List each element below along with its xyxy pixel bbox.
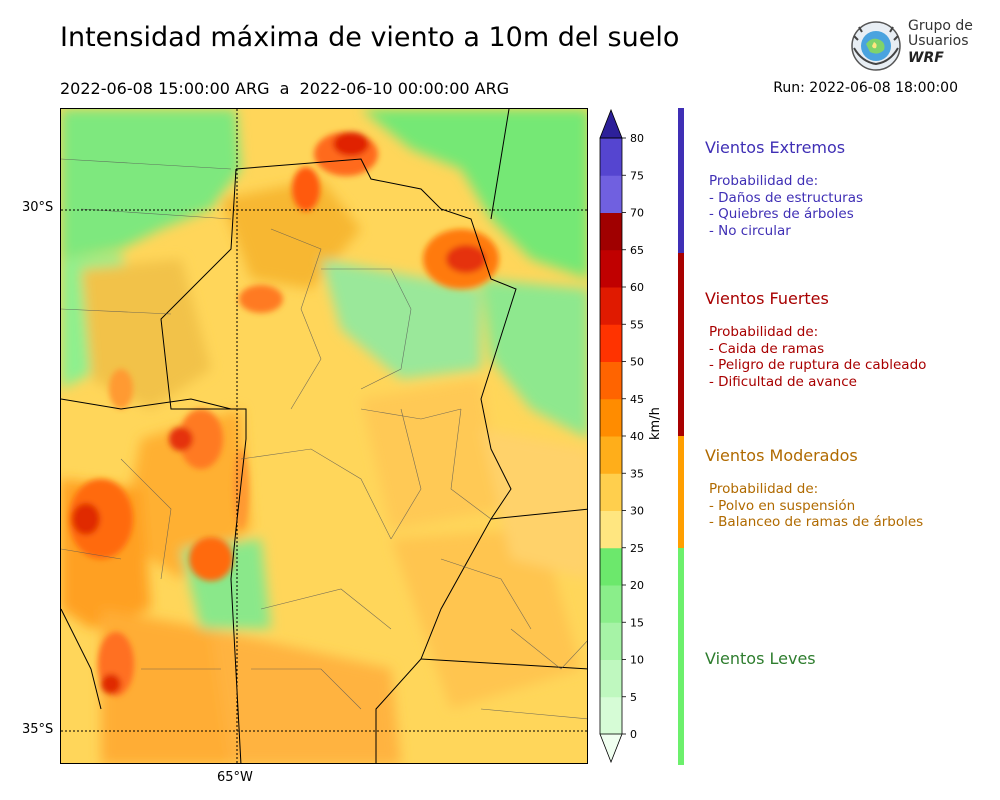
colorbar-tick-label: 80 xyxy=(630,132,644,145)
logo-text-line1: Grupo de xyxy=(908,18,973,34)
colorbar-segment xyxy=(600,585,622,623)
globe-icon xyxy=(851,21,901,71)
colorbar: 0 5 10 15 20 25 30 35 40 45 50 55 60 65 70 75 80 xyxy=(598,108,658,764)
category-effect-item: - Daños de estructuras xyxy=(709,189,864,206)
colorbar-segment xyxy=(600,138,622,176)
colorbar-unit-label: km/h xyxy=(648,407,663,440)
colorbar-segment xyxy=(600,547,622,586)
category-block: Vientos Moderados Probabilidad de: - Polvo… xyxy=(705,446,995,531)
category-bar xyxy=(678,108,684,253)
lat-label-30s: 30°S xyxy=(22,200,54,215)
category-effect-item: - Quiebres de árboles xyxy=(709,206,854,222)
colorbar-segment xyxy=(600,212,622,251)
colorbar-tick-label: 15 xyxy=(630,616,644,629)
lat-label-35s: 35°S xyxy=(22,722,54,737)
category-title: Vientos Leves xyxy=(705,649,816,668)
map-title: Intensidad máxima de viento a 10m del su… xyxy=(60,22,680,53)
colorbar-tick-label: 25 xyxy=(630,542,644,555)
colorbar-segment xyxy=(600,361,622,400)
model-run-time: Run: 2022-06-08 18:00:00 xyxy=(773,80,958,96)
wrf-group-logo: Grupo de Usuarios WRF xyxy=(848,18,973,74)
category-bar xyxy=(678,253,684,436)
category-bar xyxy=(678,548,684,765)
colorbar-segment xyxy=(600,659,622,698)
colorbar-tick-label: 45 xyxy=(630,393,644,406)
category-effect-item: - Polvo en suspensión xyxy=(709,497,856,514)
category-effect-item: - Balanceo de ramas de árboles xyxy=(709,514,924,530)
category-probability-heading: Probabilidad de: xyxy=(709,324,819,340)
category-title: Vientos Fuertes xyxy=(705,289,829,308)
colorbar-tick-label: 5 xyxy=(630,691,637,704)
colorbar-segment xyxy=(600,324,622,362)
colorbar-tick-label: 50 xyxy=(630,356,644,369)
colorbar-segment xyxy=(600,696,622,735)
colorbar-tick-label: 70 xyxy=(630,207,644,220)
logo-text-line3: WRF xyxy=(908,50,944,66)
colorbar-extend-min xyxy=(599,733,623,764)
colorbar-tick-label: 40 xyxy=(630,430,644,443)
category-block: Vientos Fuertes Probabilidad de: - Caida d… xyxy=(705,289,995,390)
colorbar-tick-label: 10 xyxy=(630,654,644,667)
colorbar-tick-label: 55 xyxy=(630,318,644,331)
category-title: Vientos Extremos xyxy=(705,138,846,157)
colorbar-tick-label: 60 xyxy=(630,281,644,294)
colorbar-segment xyxy=(600,175,622,213)
colorbar-tick-label: 20 xyxy=(630,579,644,592)
colorbar-segment xyxy=(600,622,622,660)
colorbar-extend-max xyxy=(599,108,623,139)
category-effect-item: - Dificultad de avance xyxy=(709,373,857,390)
forecast-period: 2022-06-08 15:00:00 ARG a 2022-06-10 00:… xyxy=(60,79,510,98)
colorbar-segment xyxy=(600,287,622,325)
colorbar-segment xyxy=(600,473,622,511)
category-title: Vientos Moderados xyxy=(705,446,858,465)
category-bar xyxy=(678,436,684,548)
colorbar-segment xyxy=(600,398,622,437)
wind-map xyxy=(60,108,588,764)
colorbar-tick-label: 30 xyxy=(630,505,644,518)
colorbar-scale: 0 5 10 15 20 25 30 35 40 45 50 55 60 65 70 75 80 xyxy=(599,108,644,764)
category-effect-item: - No circular xyxy=(709,222,791,239)
colorbar-segment xyxy=(600,510,622,549)
colorbar-tick-label: 75 xyxy=(630,169,644,182)
category-effect-item: - Caida de ramas xyxy=(709,340,825,357)
category-probability-heading: Probabilidad de: xyxy=(709,173,819,189)
colorbar-segment xyxy=(600,249,622,288)
category-block: Vientos Leves xyxy=(705,649,995,668)
category-effect-item: - Peligro de ruptura de cableado xyxy=(709,357,927,373)
colorbar-tick-label: 65 xyxy=(630,244,644,257)
lon-label-65w: 65°W xyxy=(217,770,253,785)
category-block: Vientos Extremos Probabilidad de: - Daños … xyxy=(705,138,995,239)
category-probability-heading: Probabilidad de: xyxy=(709,481,819,497)
wind-field xyxy=(61,109,587,763)
colorbar-tick-label: 0 xyxy=(630,728,637,741)
colorbar-tick-label: 35 xyxy=(630,467,644,480)
logo-text-line2: Usuarios xyxy=(908,33,969,49)
colorbar-segment xyxy=(600,436,622,474)
